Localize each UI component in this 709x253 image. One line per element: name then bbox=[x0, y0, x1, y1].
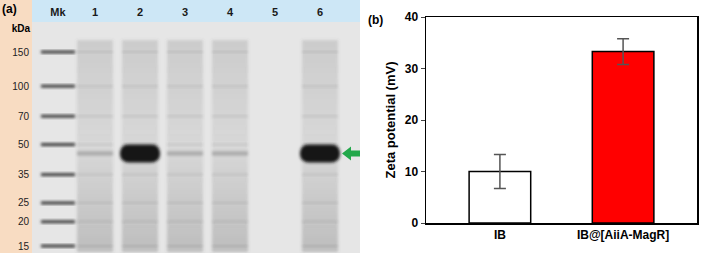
svg-text:35: 35 bbox=[18, 169, 30, 180]
svg-text:70: 70 bbox=[18, 111, 30, 122]
svg-text:5: 5 bbox=[272, 6, 278, 18]
svg-text:15: 15 bbox=[18, 241, 30, 252]
svg-text:kDa: kDa bbox=[12, 23, 31, 34]
svg-text:IB: IB bbox=[494, 228, 506, 242]
svg-text:1: 1 bbox=[92, 6, 98, 18]
svg-text:40: 40 bbox=[405, 10, 419, 24]
svg-text:Mk: Mk bbox=[50, 6, 66, 18]
svg-text:10: 10 bbox=[405, 165, 419, 179]
svg-text:50: 50 bbox=[18, 139, 30, 150]
svg-text:(a): (a) bbox=[2, 2, 17, 16]
svg-text:Zeta potential (mV): Zeta potential (mV) bbox=[383, 61, 398, 178]
svg-text:0: 0 bbox=[411, 216, 418, 230]
svg-text:20: 20 bbox=[18, 216, 30, 227]
svg-text:3: 3 bbox=[182, 6, 188, 18]
svg-text:100: 100 bbox=[12, 81, 29, 92]
svg-text:150: 150 bbox=[12, 47, 29, 58]
svg-text:30: 30 bbox=[405, 62, 419, 76]
svg-text:25: 25 bbox=[18, 197, 30, 208]
svg-text:6: 6 bbox=[317, 6, 323, 18]
svg-text:2: 2 bbox=[137, 6, 143, 18]
svg-text:(b): (b) bbox=[368, 13, 383, 27]
svg-text:20: 20 bbox=[405, 113, 419, 127]
svg-text:4: 4 bbox=[227, 6, 234, 18]
svg-text:IB@[AiiA-MagR]: IB@[AiiA-MagR] bbox=[577, 228, 669, 242]
